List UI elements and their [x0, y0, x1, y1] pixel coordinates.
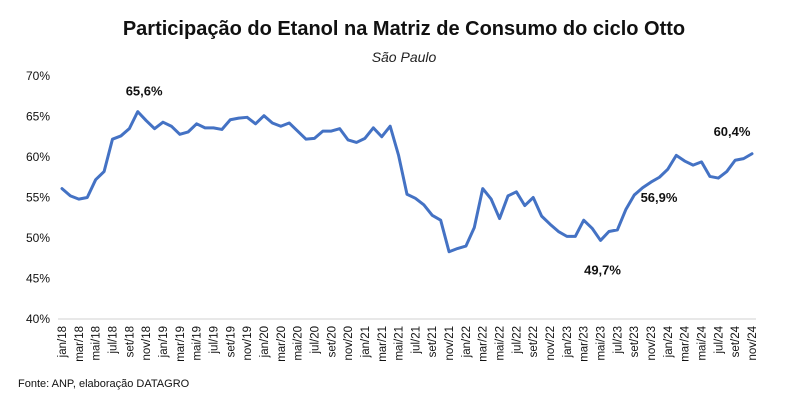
x-tick-label: jan/24: [663, 325, 675, 358]
x-tick-label: mai/23: [596, 326, 608, 361]
x-tick-label: mar/23: [579, 326, 591, 362]
source-note: Fonte: ANP, elaboração DATAGRO: [18, 378, 190, 390]
x-tick-label: mar/18: [74, 326, 86, 362]
annotations: 65,6% 49,7% 56,9% 60,4%: [126, 84, 751, 278]
x-tick-label: jan/22: [461, 326, 473, 358]
y-tick-label: 40%: [26, 312, 50, 326]
series-line: [60, 110, 754, 254]
x-tick-label: nov/19: [242, 326, 254, 361]
y-tick-label: 65%: [26, 110, 50, 124]
x-tick-label: jan/23: [562, 326, 574, 358]
x-tick-label: nov/23: [646, 326, 658, 361]
y-tick-label: 55%: [26, 191, 50, 205]
x-tick-label: mai/20: [293, 326, 305, 361]
x-tick-label: jul/22: [511, 326, 523, 355]
x-tick-label: nov/18: [141, 326, 153, 361]
x-tick-label: jan/20: [259, 326, 271, 358]
x-tick-label: set/20: [326, 326, 338, 357]
x-tick-label: nov/20: [343, 326, 355, 361]
plot-area: [60, 110, 754, 254]
x-tick-label: jul/21: [410, 326, 422, 355]
y-axis: 40% 45% 50% 55% 60% 65% 70%: [26, 69, 50, 326]
data-label: 60,4%: [714, 124, 751, 139]
x-tick-label: jan/21: [360, 326, 372, 358]
x-tick-label: mai/18: [91, 326, 103, 361]
x-tick-label: jan/19: [158, 326, 170, 358]
x-tick-label: set/22: [528, 326, 540, 357]
data-label: 56,9%: [641, 190, 678, 205]
data-label: 65,6%: [126, 84, 163, 99]
x-tick-label: set/21: [427, 326, 439, 357]
x-tick-label: mai/24: [697, 325, 709, 360]
y-tick-label: 45%: [26, 272, 50, 286]
x-tick-label: mar/24: [680, 325, 692, 361]
chart-subtitle: São Paulo: [371, 49, 437, 65]
y-tick-label: 60%: [26, 150, 50, 164]
x-tick-label: mai/22: [495, 326, 507, 361]
x-tick-label: mai/19: [192, 326, 204, 361]
x-tick-label: set/19: [225, 326, 237, 357]
x-tick-label: jul/24: [713, 325, 725, 354]
x-tick-label: jul/20: [309, 326, 321, 355]
x-tick-label: jan/18: [57, 326, 69, 358]
x-tick-label: mar/22: [478, 326, 490, 362]
x-tick-label: set/23: [629, 326, 641, 357]
y-tick-label: 50%: [26, 231, 50, 245]
x-tick-label: mar/19: [175, 326, 187, 362]
x-tick-label: nov/22: [545, 326, 557, 361]
x-tick-label: mar/21: [377, 326, 389, 362]
x-tick-label: set/24: [730, 325, 742, 357]
x-axis: jan/18 mar/18 mai/18 jul/18 set/18 nov/18 jan/…: [57, 318, 759, 362]
y-tick-label: 70%: [26, 69, 50, 83]
x-tick-label: nov/21: [444, 326, 456, 361]
x-tick-label: nov/24: [747, 325, 759, 360]
data-label: 49,7%: [584, 262, 621, 277]
x-tick-label: jul/18: [107, 326, 119, 355]
x-tick-label: jul/23: [612, 326, 624, 355]
x-tick-label: mai/21: [394, 326, 406, 361]
x-tick-label: set/18: [124, 326, 136, 357]
x-tick-label: jul/19: [208, 326, 220, 355]
x-tick-label: mar/20: [276, 326, 288, 362]
chart-title: Participação do Etanol na Matriz de Cons…: [122, 18, 686, 40]
